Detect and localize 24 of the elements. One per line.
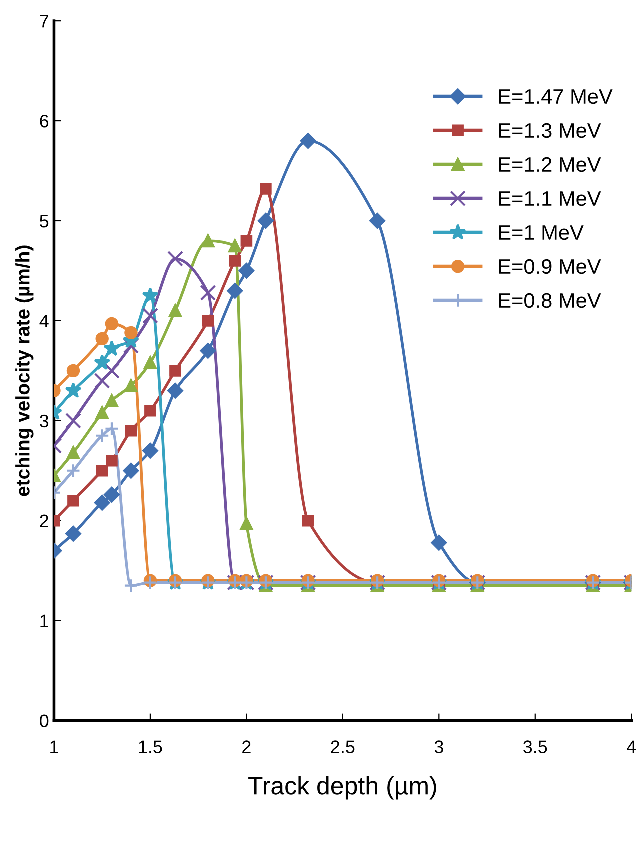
legend-label: E=1 MeV [499,226,584,240]
y-tick-label: 2 [40,514,48,528]
legend-label: E=1.47 MeV [499,90,613,104]
y-axis-title: etching velocity rate (µm/h) [16,246,34,496]
x-tick-label: 1 [50,740,58,754]
y-tick-label: 1 [40,614,48,628]
x-tick-label: 2 [242,740,251,754]
x-tick-label: 2.5 [331,740,355,754]
y-tick-label: 7 [40,15,48,28]
y-tick-label: 6 [40,114,49,128]
x-tick-label: 3.5 [524,740,548,754]
x-tick-label: 3 [434,740,444,754]
x-tick-label: 4 [627,740,636,754]
legend-label: E=1.2 MeV [499,157,602,172]
y-tick-label: 5 [40,215,49,228]
x-tick-label: 1.5 [139,740,162,754]
legend-label: E=0.9 MeV [499,259,602,274]
y-tick-label: 3 [40,414,49,428]
y-tick-label: 4 [40,315,49,328]
x-axis-title: Track depth (µm) [248,776,436,800]
legend-label: E=1.1 MeV [499,192,602,206]
legend-label: E=0.8 MeV [499,293,602,308]
legend-label: E=1.3 MeV [499,123,602,138]
y-tick-label: 0 [40,714,49,728]
